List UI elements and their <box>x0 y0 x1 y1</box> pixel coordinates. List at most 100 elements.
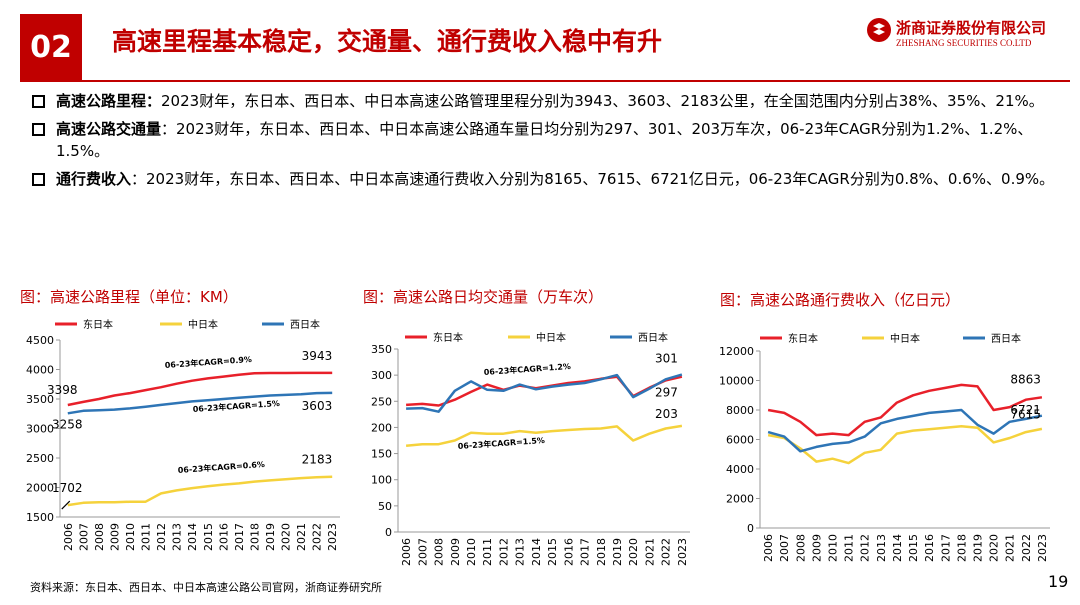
y-tick-label: 12000 <box>719 345 754 358</box>
x-tick-label: 2008 <box>433 538 446 566</box>
series-line-西日本 <box>406 373 683 413</box>
x-tick-label: 2008 <box>93 523 106 551</box>
x-tick-label: 2015 <box>202 523 215 551</box>
chart-title-mileage: 图：高速公路里程（单位：KM） <box>20 288 238 306</box>
bullet-list: 高速公路里程：2023财年，东日本、西日本、中日本高速公路管理里程分别为3943… <box>30 90 1065 196</box>
legend-label: 中日本 <box>536 331 566 344</box>
x-tick-label: 2009 <box>108 523 121 551</box>
x-tick-label: 2020 <box>280 523 293 551</box>
logo-company-name: 浙商证券股份有限公司 <box>896 19 1047 37</box>
x-tick-label: 2018 <box>955 534 968 562</box>
y-tick-label: 10000 <box>719 375 754 388</box>
data-label: 3398 <box>47 383 78 397</box>
y-tick-label: 8000 <box>726 404 754 417</box>
y-tick-label: 4000 <box>726 463 754 476</box>
x-tick-label: 2017 <box>939 534 952 562</box>
y-tick-label: 3500 <box>26 393 54 406</box>
y-tick-label: 1500 <box>26 511 54 524</box>
data-label: 6721 <box>1010 403 1041 417</box>
data-label: 301 <box>655 352 678 366</box>
y-tick-label: 250 <box>371 395 392 408</box>
x-tick-label: 2019 <box>264 523 277 551</box>
bullet-label: 通行费收入 <box>56 170 132 188</box>
x-tick-label: 2016 <box>923 534 936 562</box>
bullet-label: 高速公路里程： <box>56 92 162 110</box>
company-logo: 浙商证券股份有限公司 ZHESHANG SECURITIES CO.LTD <box>866 15 1066 61</box>
data-label: 7615 <box>1010 408 1041 422</box>
x-tick-label: 2010 <box>124 523 137 551</box>
y-tick-label: 0 <box>385 526 392 539</box>
x-tick-label: 2022 <box>311 523 324 551</box>
x-tick-label: 2023 <box>326 523 339 551</box>
x-tick-label: 2007 <box>778 534 791 562</box>
x-tick-label: 2012 <box>497 538 510 566</box>
x-tick-label: 2015 <box>907 534 920 562</box>
x-tick-label: 2007 <box>416 538 429 566</box>
legend-label: 东日本 <box>788 332 818 345</box>
y-tick-label: 4500 <box>26 334 54 347</box>
x-tick-label: 2011 <box>481 538 494 566</box>
y-tick-label: 100 <box>371 474 392 487</box>
y-tick-label: 50 <box>378 500 392 513</box>
x-tick-label: 2006 <box>62 523 75 551</box>
bullet-item: 高速公路里程：2023财年，东日本、西日本、中日本高速公路管理里程分别为3943… <box>30 90 1065 112</box>
square-bullet-icon <box>32 95 45 108</box>
x-tick-label: 2014 <box>891 534 904 562</box>
x-tick-label: 2021 <box>643 538 656 566</box>
y-tick-label: 2000 <box>26 482 54 495</box>
label-leader-line <box>61 500 71 510</box>
legend-label: 东日本 <box>83 318 113 331</box>
bullet-item: 高速公路交通量：2023财年，东日本、西日本、中日本高速公路通车量日均分别为29… <box>30 118 1065 162</box>
bullet-item: 通行费收入：2023财年，东日本、西日本、中日本高速通行费收入分别为8165、7… <box>30 168 1065 190</box>
y-tick-label: 200 <box>371 421 392 434</box>
x-tick-label: 2008 <box>794 534 807 562</box>
series-line-中日本 <box>767 424 1043 465</box>
x-tick-label: 2016 <box>217 523 230 551</box>
bullet-text: ：2023财年，东日本、西日本、中日本高速公路通车量日均分别为297、301、2… <box>56 120 1033 160</box>
series-line-东日本 <box>67 371 333 407</box>
x-tick-label: 2022 <box>1020 534 1033 562</box>
y-tick-label: 2000 <box>726 493 754 506</box>
logo-mark-icon <box>867 18 891 42</box>
data-label: 297 <box>655 386 678 400</box>
x-tick-label: 2013 <box>875 534 888 562</box>
y-tick-label: 150 <box>371 448 392 461</box>
series-line-西日本 <box>67 391 333 415</box>
x-tick-label: 2019 <box>972 534 985 562</box>
chart-title-traffic: 图：高速公路日均交通量（万车次） <box>363 288 604 306</box>
slide-title: 高速里程基本稳定，交通量、通行费收入稳中有升 <box>112 27 663 56</box>
x-tick-label: 2014 <box>530 538 543 566</box>
series-line-中日本 <box>67 475 333 507</box>
y-tick-label: 4000 <box>26 364 54 377</box>
series-line-中日本 <box>405 424 683 447</box>
x-tick-label: 2020 <box>627 538 640 566</box>
x-tick-label: 2013 <box>514 538 527 566</box>
square-bullet-icon <box>32 173 45 186</box>
series-line-东日本 <box>767 383 1043 437</box>
x-tick-label: 2016 <box>562 538 575 566</box>
chart-title-toll: 图：高速公路通行费收入（亿日元） <box>720 291 961 309</box>
cagr-annotation: 06-23年CAGR=0.6% <box>177 459 265 475</box>
x-tick-label: 2007 <box>77 523 90 551</box>
x-tick-label: 2018 <box>248 523 261 551</box>
x-tick-label: 2012 <box>859 534 872 562</box>
x-tick-label: 2009 <box>449 538 462 566</box>
y-tick-label: 3000 <box>26 423 54 436</box>
bullet-text: 2023财年，东日本、西日本、中日本高速公路管理里程分别为3943、3603、2… <box>161 92 1044 110</box>
legend-label: 西日本 <box>638 331 668 344</box>
cagr-annotation: 06-23年CAGR=1.2% <box>483 361 571 377</box>
legend-label: 西日本 <box>290 318 320 331</box>
x-tick-label: 2023 <box>676 538 689 566</box>
x-tick-label: 2009 <box>810 534 823 562</box>
section-number: 02 <box>20 14 82 80</box>
x-tick-label: 2023 <box>1036 534 1049 562</box>
source-note: 资料来源：东日本、西日本、中日本高速公路公司官网，浙商证券研究所 <box>30 581 382 594</box>
x-tick-label: 2012 <box>155 523 168 551</box>
x-tick-label: 2017 <box>233 523 246 551</box>
x-tick-label: 2017 <box>579 538 592 566</box>
x-tick-label: 2006 <box>762 534 775 562</box>
data-label: 2183 <box>302 453 333 467</box>
legend-label: 西日本 <box>991 332 1021 345</box>
x-tick-label: 2011 <box>843 534 856 562</box>
